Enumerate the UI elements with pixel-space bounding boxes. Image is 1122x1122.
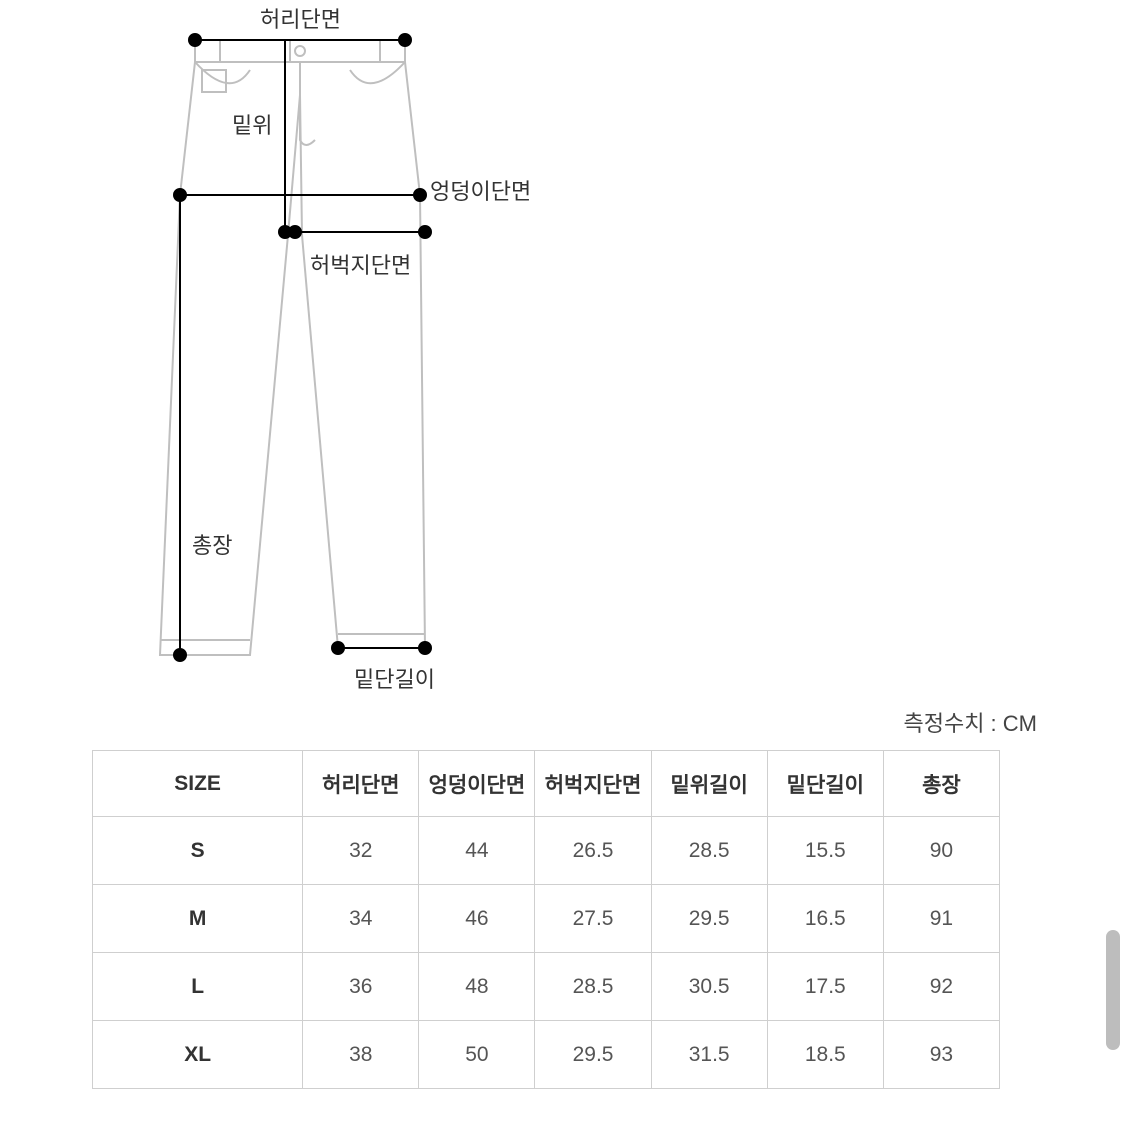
value-cell: 30.5 [651,953,767,1021]
value-cell: 26.5 [535,817,651,885]
value-cell: 44 [419,817,535,885]
value-cell: 28.5 [651,817,767,885]
value-cell: 36 [303,953,419,1021]
col-hem: 밑단길이 [767,751,883,817]
value-cell: 48 [419,953,535,1021]
value-cell: 31.5 [651,1021,767,1089]
label-thigh: 허벅지단면 [310,248,411,280]
value-cell: 34 [303,885,419,953]
label-waist: 허리단면 [260,2,341,34]
label-hem: 밑단길이 [354,662,435,694]
col-size: SIZE [93,751,303,817]
value-cell: 32 [303,817,419,885]
value-cell: 18.5 [767,1021,883,1089]
size-cell: XL [93,1021,303,1089]
col-length: 총장 [883,751,999,817]
value-cell: 38 [303,1021,419,1089]
table-row: L364828.530.517.592 [93,953,1000,1021]
value-cell: 29.5 [651,885,767,953]
pants-diagram: 허리단면 밑위 엉덩이단면 허벅지단면 총장 밑단길이 [0,0,1122,700]
label-length: 총장 [192,528,232,560]
table-header-row: SIZE 허리단면 엉덩이단면 허벅지단면 밑위길이 밑단길이 총장 [93,751,1000,817]
col-thigh: 허벅지단면 [535,751,651,817]
value-cell: 16.5 [767,885,883,953]
table-row: XL385029.531.518.593 [93,1021,1000,1089]
label-hip: 엉덩이단면 [430,174,531,206]
size-table: SIZE 허리단면 엉덩이단면 허벅지단면 밑위길이 밑단길이 총장 S3244… [92,750,1000,1089]
unit-note: 측정수치 : CM [903,706,1037,738]
scrollbar-thumb[interactable] [1106,930,1120,1050]
table-row: M344627.529.516.591 [93,885,1000,953]
size-cell: L [93,953,303,1021]
value-cell: 29.5 [535,1021,651,1089]
value-cell: 91 [883,885,999,953]
value-cell: 46 [419,885,535,953]
value-cell: 92 [883,953,999,1021]
pants-svg [80,0,640,700]
value-cell: 50 [419,1021,535,1089]
col-rise: 밑위길이 [651,751,767,817]
value-cell: 28.5 [535,953,651,1021]
label-rise: 밑위 [232,108,272,140]
value-cell: 90 [883,817,999,885]
col-hip: 엉덩이단면 [419,751,535,817]
value-cell: 27.5 [535,885,651,953]
size-cell: S [93,817,303,885]
col-waist: 허리단면 [303,751,419,817]
value-cell: 17.5 [767,953,883,1021]
table-row: S324426.528.515.590 [93,817,1000,885]
value-cell: 15.5 [767,817,883,885]
size-cell: M [93,885,303,953]
value-cell: 93 [883,1021,999,1089]
